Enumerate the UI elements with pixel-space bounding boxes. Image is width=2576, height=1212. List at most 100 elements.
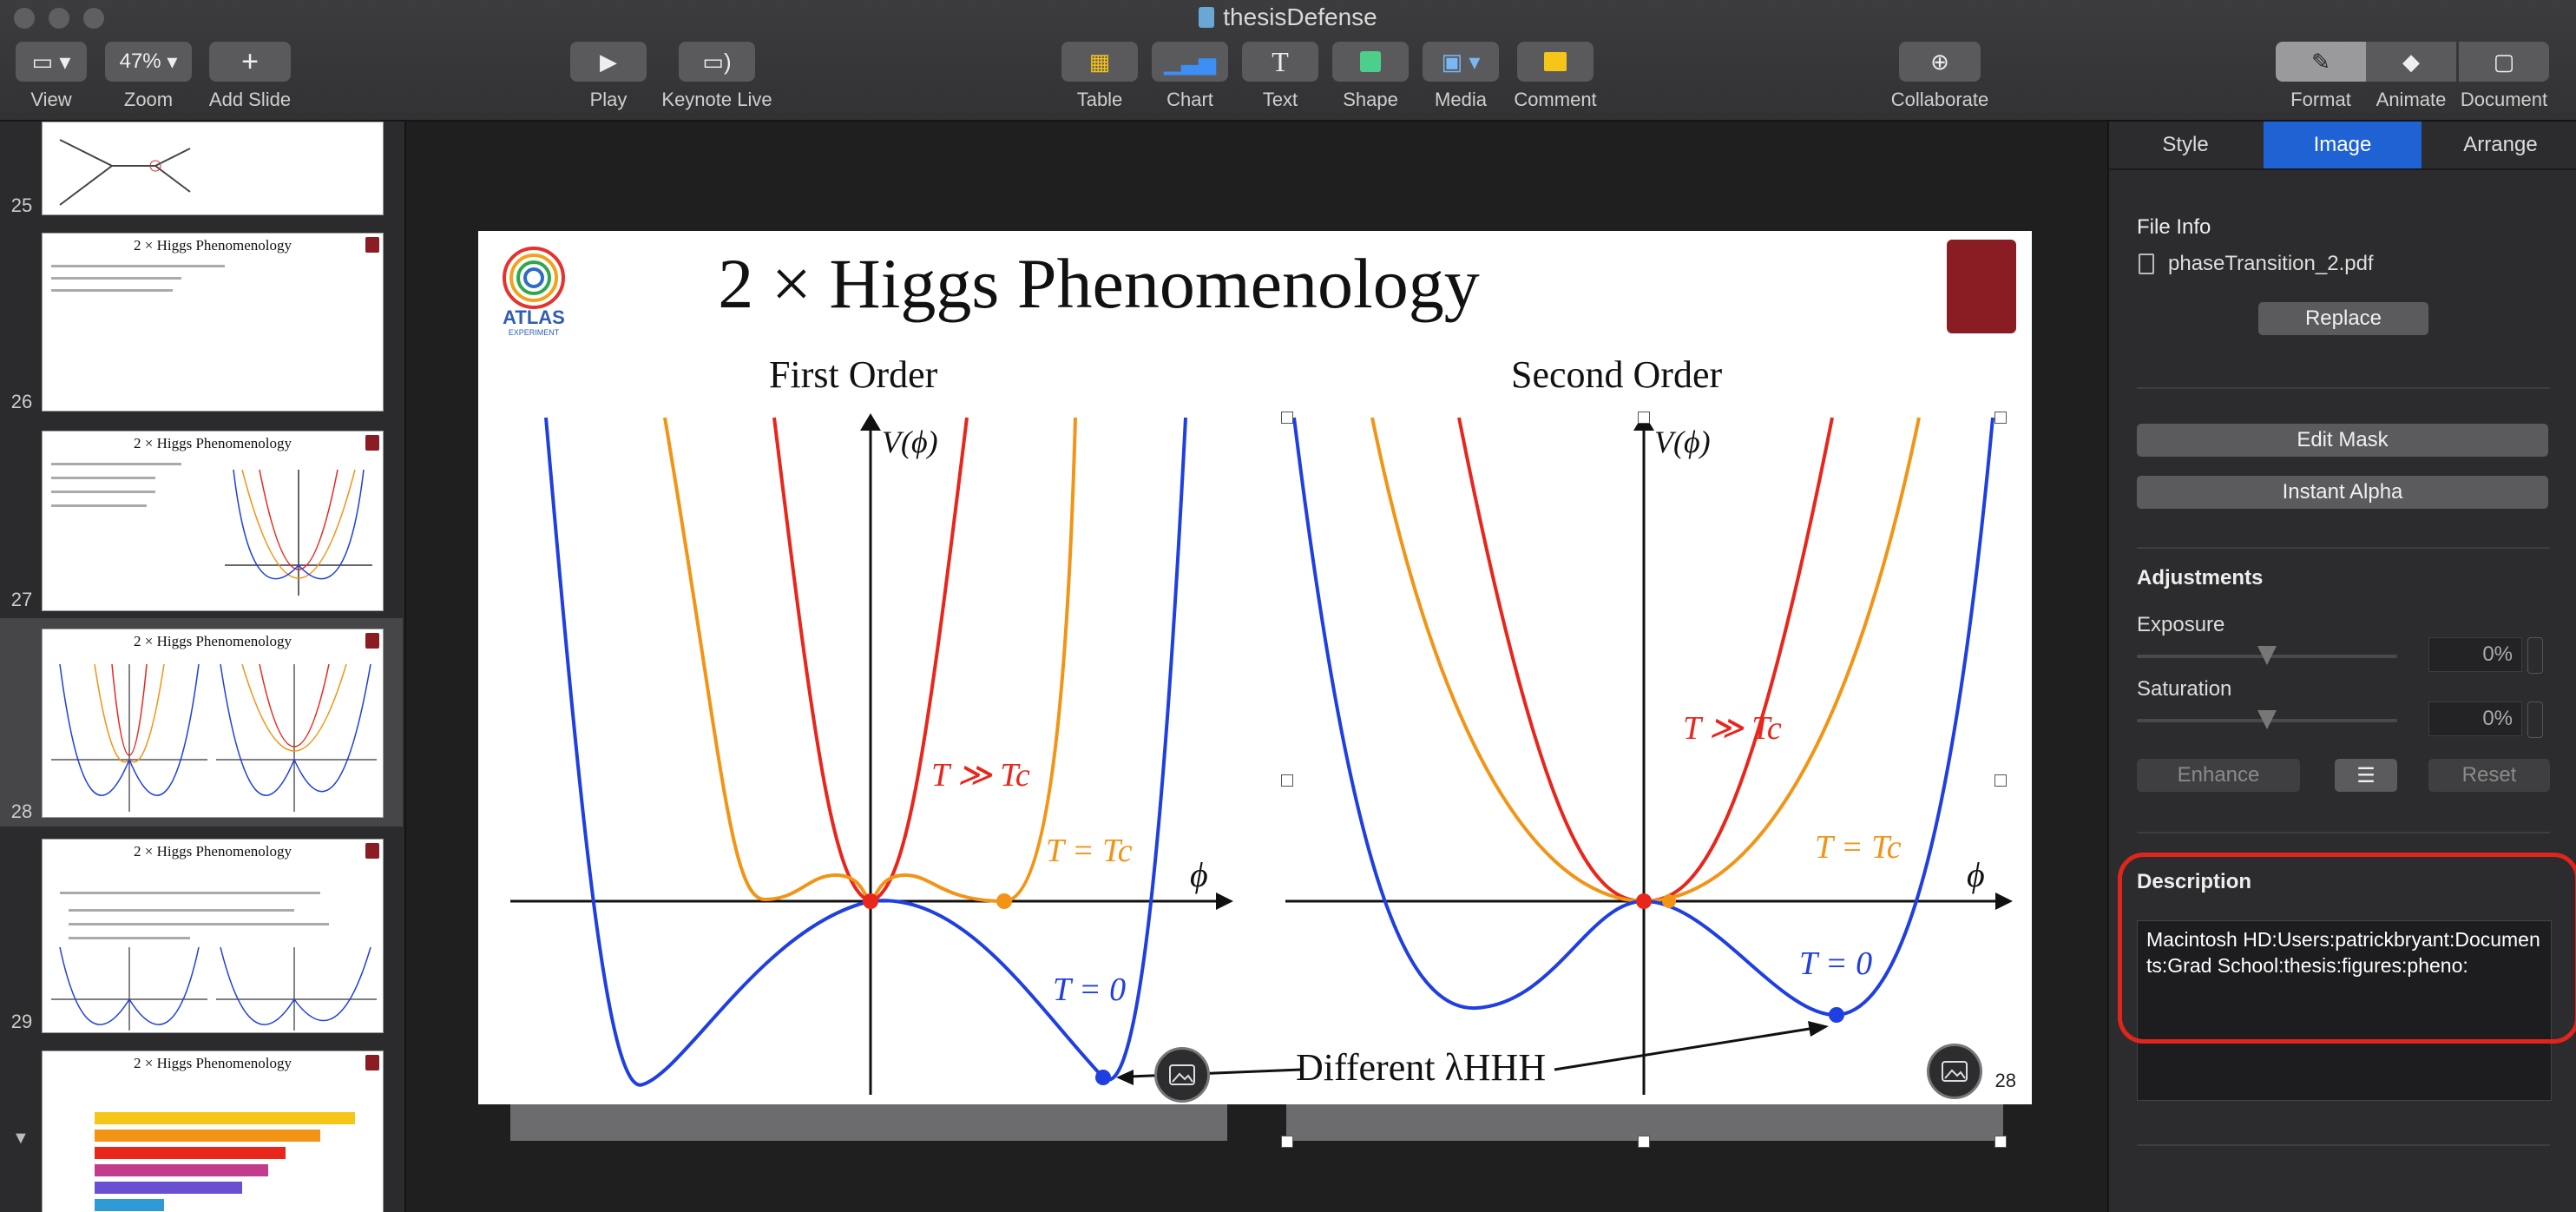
slide-28[interactable]: ATLAS EXPERIMENT 2 × Higgs Phenomenology… xyxy=(478,231,2032,1104)
zoom-label: Zoom xyxy=(123,89,174,110)
collaborate-button[interactable]: ⊕ Collaborate xyxy=(1883,42,1996,111)
zoom-menu[interactable]: 47% ▾ Zoom xyxy=(104,42,193,111)
comment-icon xyxy=(1517,42,1594,82)
slide-thumbnail-27[interactable]: 2 × Higgs Phenomenology xyxy=(42,431,384,611)
tab-style[interactable]: Style xyxy=(2162,133,2209,156)
text-line xyxy=(60,892,320,894)
divider xyxy=(2137,387,2550,389)
play-icon: ▶ xyxy=(570,42,647,82)
exposure-label: Exposure xyxy=(2137,613,2225,636)
crest-icon xyxy=(365,1055,379,1070)
toolbar: thesisDefense ▭ ▾ View 47% ▾ Zoom + Add … xyxy=(0,0,2576,122)
play-label: Play xyxy=(589,89,628,110)
table-button[interactable]: ▦ Table xyxy=(1061,42,1139,111)
selection-handle[interactable] xyxy=(1994,1136,2007,1148)
replace-button[interactable]: Replace xyxy=(2258,302,2428,335)
saturation-stepper[interactable] xyxy=(2527,702,2543,738)
media-label: Media xyxy=(1435,89,1487,110)
slide-thumbnail-30[interactable]: 2 × Higgs Phenomenology xyxy=(42,1051,384,1212)
format-button[interactable]: ✎ Format xyxy=(2276,42,2366,111)
collapse-triangle-icon[interactable]: ▼ xyxy=(12,1129,30,1148)
selection-handle[interactable] xyxy=(1281,1136,1293,1148)
text-line xyxy=(51,265,225,267)
add-slide-button[interactable]: + Add Slide xyxy=(205,42,295,111)
slide-thumbnail-26[interactable]: 2 × Higgs Phenomenology xyxy=(42,233,384,412)
zoom-window-button[interactable] xyxy=(83,8,104,29)
thumbnail-bar xyxy=(95,1130,320,1142)
chart-button[interactable]: ▁▃▅ Chart xyxy=(1151,42,1229,111)
play-button[interactable]: ▶ Play xyxy=(569,42,647,111)
slide-title: 2 × Higgs Phenomenology xyxy=(718,244,1480,323)
selection-handle[interactable] xyxy=(1638,412,1650,424)
reset-button[interactable]: Reset xyxy=(2428,759,2550,792)
media-button[interactable]: ▣ ▾ Media xyxy=(1422,42,1500,111)
image-placeholder-icon[interactable] xyxy=(1154,1047,1210,1103)
view-label: View xyxy=(30,89,72,110)
tab-arrange[interactable]: Arrange xyxy=(2463,133,2538,156)
keynote-live-button[interactable]: ▭) Keynote Live xyxy=(656,42,778,111)
minimum-marker xyxy=(1662,894,1676,908)
thumbnail-bar xyxy=(95,1164,268,1176)
thumbnail-bar xyxy=(95,1112,355,1124)
format-inspector: Style Image Arrange File Info phaseTrans… xyxy=(2107,122,2576,1212)
minimize-window-button[interactable] xyxy=(49,8,69,29)
saturation-slider-knob[interactable] xyxy=(2257,710,2277,729)
document-button[interactable]: ▢ Document xyxy=(2456,42,2552,111)
collaborate-icon: ⊕ xyxy=(1899,42,1981,82)
right-x-axis-label: ϕ xyxy=(1967,855,1985,894)
close-window-button[interactable] xyxy=(14,8,35,29)
file-name: phaseTransition_2.pdf xyxy=(2168,252,2374,275)
slide-canvas[interactable]: ATLAS EXPERIMENT 2 × Higgs Phenomenology… xyxy=(406,122,2106,1212)
shape-icon xyxy=(1332,42,1409,82)
adjust-levels-icon[interactable]: ☰ xyxy=(2335,759,2397,792)
comment-button[interactable]: Comment xyxy=(1512,42,1599,111)
slide-number: 27 xyxy=(10,589,33,610)
label-zero-temp-right: T = 0 xyxy=(1799,945,1873,982)
inspector-tabs: Style Image Arrange xyxy=(2109,122,2576,170)
shape-button[interactable]: Shape xyxy=(1331,42,1410,111)
text-line xyxy=(69,923,329,925)
text-line xyxy=(69,909,294,912)
enhance-button[interactable]: Enhance xyxy=(2137,759,2300,792)
exposure-slider[interactable] xyxy=(2137,646,2397,665)
table-icon: ▦ xyxy=(1061,42,1138,82)
annotation-arrowhead-right xyxy=(1808,1021,1829,1037)
thumbnail-title: 2 × Higgs Phenomenology xyxy=(134,435,292,451)
saturation-slider[interactable] xyxy=(2137,710,2397,729)
atlas-logo-subtext: EXPERIMENT xyxy=(509,328,560,337)
saturation-value-field[interactable]: 0% xyxy=(2428,702,2522,736)
description-field[interactable]: Macintosh HD:Users:patrickbryant:Documen… xyxy=(2137,920,2552,1101)
curve-high-temp-right xyxy=(1457,417,1834,904)
exposure-stepper[interactable] xyxy=(2527,637,2543,674)
selection-handle[interactable] xyxy=(1281,412,1293,424)
sidebar-view-icon: ▭ ▾ xyxy=(16,42,87,82)
instant-alpha-button[interactable]: Instant Alpha xyxy=(2137,476,2548,509)
window-title-text: thesisDefense xyxy=(1223,3,1377,30)
slide-thumbnail-25[interactable] xyxy=(42,122,384,215)
selection-handle[interactable] xyxy=(1994,774,2007,787)
selection-handle[interactable] xyxy=(1994,412,2007,424)
slide-navigator[interactable]: 25 2 × Higgs Phenomenology 26 2 × Higgs … xyxy=(0,122,406,1212)
animate-button[interactable]: ◆ Animate xyxy=(2366,42,2456,111)
add-slide-label: Add Slide xyxy=(208,89,292,110)
university-crest-logo xyxy=(1947,240,2016,333)
slide-thumbnail-28-selected[interactable]: 2 × Higgs Phenomenology xyxy=(42,629,384,818)
slide-thumbnail-29[interactable]: 2 × Higgs Phenomenology xyxy=(42,839,384,1033)
slide-number: 28 xyxy=(10,800,33,822)
text-button[interactable]: T Text xyxy=(1241,42,1319,111)
potential-plot-thumbnail xyxy=(51,947,377,1031)
view-menu[interactable]: ▭ ▾ View xyxy=(12,42,90,111)
selection-handle[interactable] xyxy=(1638,1136,1650,1148)
window-title: thesisDefense xyxy=(0,3,2576,31)
edit-mask-button[interactable]: Edit Mask xyxy=(2137,424,2548,457)
right-x-arrow xyxy=(1995,893,2013,910)
exposure-slider-knob[interactable] xyxy=(2257,646,2277,665)
chart-label: Chart xyxy=(1166,89,1213,110)
annotation-different-lambda: Different λHHH xyxy=(1296,1046,1547,1089)
atlas-logo-text: ATLAS xyxy=(503,306,565,328)
tab-image[interactable]: Image xyxy=(2264,122,2422,168)
image-placeholder-icon[interactable] xyxy=(1927,1044,1982,1099)
selection-handle[interactable] xyxy=(1281,774,1293,787)
exposure-value-field[interactable]: 0% xyxy=(2428,637,2522,672)
text-line xyxy=(51,289,173,292)
